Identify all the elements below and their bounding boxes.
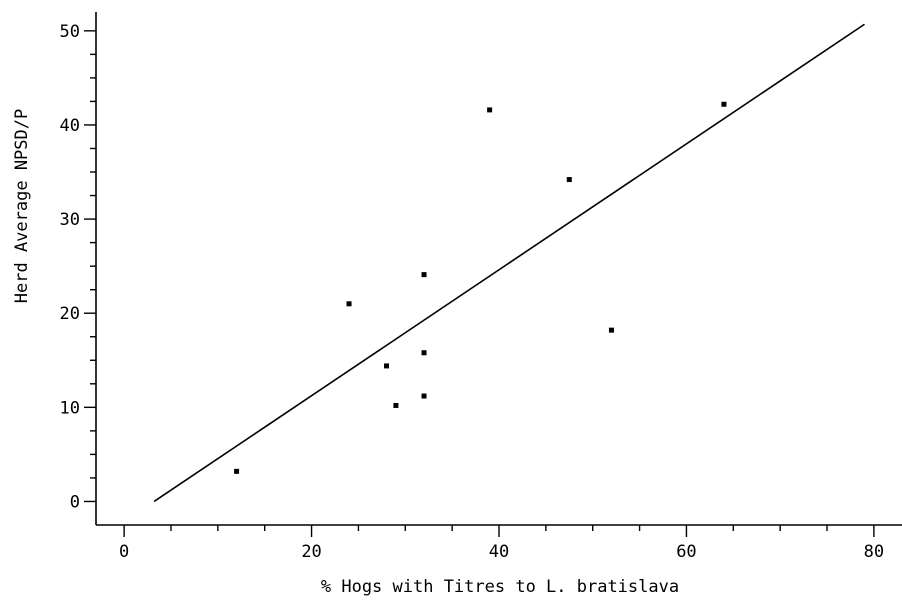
x-tick-label: 80 (864, 542, 884, 562)
data-point (608, 327, 614, 333)
axes (95, 12, 902, 526)
data-point (346, 301, 352, 307)
data-point (566, 177, 572, 183)
y-tick-label: 0 (70, 492, 80, 512)
data-point (384, 363, 390, 369)
regression-line (153, 23, 865, 503)
data-point (234, 468, 240, 474)
y-tick-label: 20 (60, 304, 80, 324)
data-point (421, 272, 427, 278)
data-point (721, 101, 727, 107)
x-tick-label: 0 (119, 542, 129, 562)
x-tick-label: 40 (489, 542, 509, 562)
y-tick-label: 30 (60, 210, 80, 230)
ticks (84, 30, 875, 537)
tick-labels: 0 10 20 30 40 50 0 20 40 60 80 (60, 22, 885, 562)
data-point (421, 350, 427, 356)
y-tick-label: 40 (60, 116, 80, 136)
x-tick-label: 60 (676, 542, 696, 562)
y-tick-label: 10 (60, 398, 80, 418)
data-point (421, 393, 427, 399)
y-tick-label: 50 (60, 22, 80, 42)
data-point (393, 402, 399, 408)
x-axis-title: % Hogs with Titres to L. bratislava (321, 577, 679, 597)
x-tick-label: 20 (301, 542, 321, 562)
y-axis-title: Herd Average NPSD/P (12, 109, 32, 303)
data-point (487, 107, 493, 113)
data-points (234, 101, 727, 474)
